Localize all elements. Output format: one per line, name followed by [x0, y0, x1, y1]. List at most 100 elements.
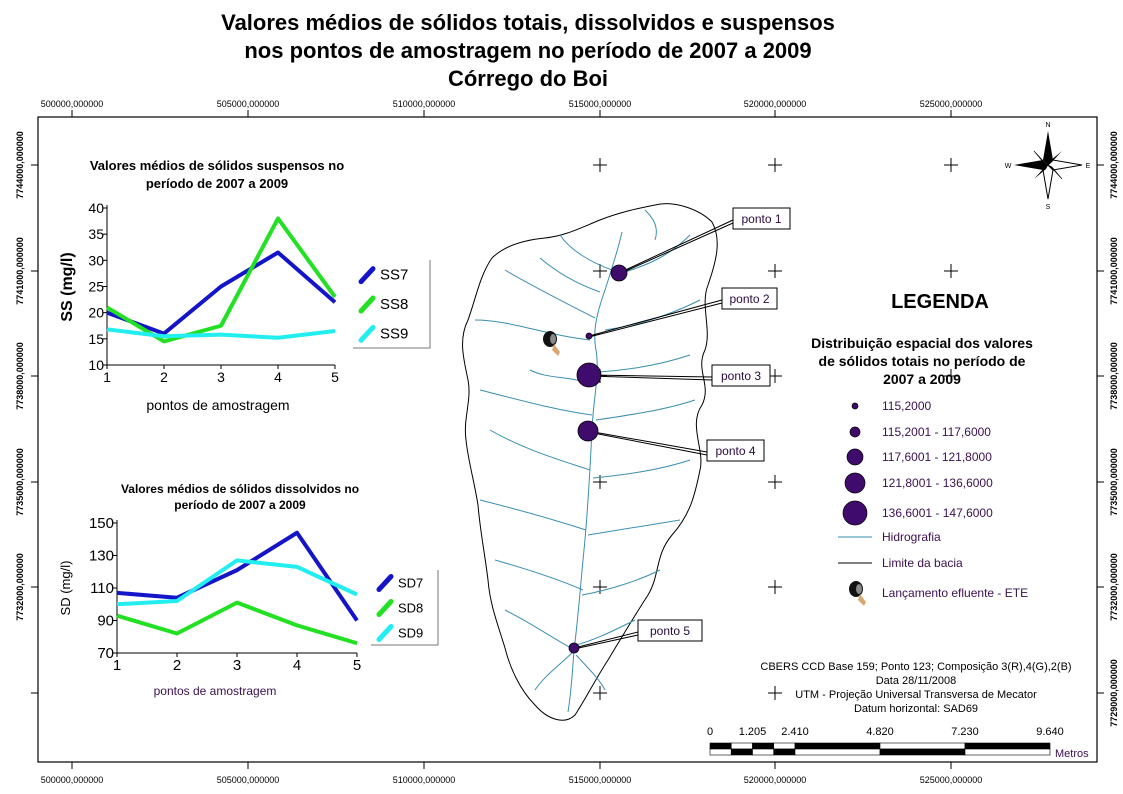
grid-cross: [944, 264, 958, 278]
legend-swatch: [358, 266, 376, 285]
x-coordinate-label-bottom: 500000,000000: [41, 775, 104, 785]
sampling-point-marker: [577, 420, 599, 442]
point-label-box: [711, 364, 771, 387]
legend-swatch: [376, 599, 394, 617]
point-label: ponto 4: [715, 444, 755, 458]
point-label: ponto 5: [650, 624, 690, 638]
x-coordinate-label-top: 510000,000000: [393, 99, 456, 109]
y-axis-label: SD (mg/l): [58, 561, 73, 616]
coordinate-grid: 500000,000000 500000,000000 505000,000000 5…: [15, 99, 1119, 785]
map-title-line1: Valores médios de sólidos totais, dissol…: [221, 10, 835, 35]
suspended-solids-chart: Valores médios de sólidos suspensos no pe…: [59, 158, 431, 413]
legend-class-symbol: [849, 426, 861, 438]
leader-line: [618, 219, 734, 275]
y-coordinate-label-right: 7732000,000000: [1109, 553, 1119, 621]
map-title-line2: nos pontos de amostragem no período de 2…: [244, 38, 811, 63]
dissolved-solids-chart: Valores médios de sólidos dissolvidos no…: [58, 482, 439, 698]
point-label-box: [637, 619, 703, 642]
credits-line1: CBERS CCD Base 159; Ponto 123; Composiçã…: [760, 661, 1071, 673]
series-line-sd8: [116, 600, 358, 646]
legend-swatch: [358, 295, 376, 314]
legend-class-label: 136,6001 - 147,6000: [882, 506, 993, 520]
x-coordinate-label-top: 520000,000000: [744, 99, 807, 109]
y-tick-label: 130: [89, 548, 114, 565]
scale-segment: [964, 742, 1051, 750]
scale-label: 1.205: [739, 726, 767, 738]
x-tick-label: 1: [113, 657, 121, 674]
legend-label: SS7: [380, 267, 408, 284]
x-coordinate-label-bottom: 510000,000000: [393, 775, 456, 785]
sampling-point-marker: [568, 642, 580, 654]
x-coordinate-label-bottom: 505000,000000: [217, 775, 280, 785]
x-tick-label: 3: [233, 657, 241, 674]
y-axis-label: SS (mg/l): [59, 252, 76, 321]
scale-label: 9.640: [1036, 726, 1064, 738]
leader-line: [573, 631, 639, 650]
effluent-discharge-icon: [543, 331, 560, 356]
y-coordinate-label-left: 7738000,000000: [15, 342, 25, 410]
legend-title: LEGENDA: [891, 291, 989, 313]
grid-cross: [593, 686, 607, 700]
grid-cross: [768, 264, 782, 278]
legend-subtitle-1: Distribuição espacial dos valores: [811, 335, 1033, 351]
y-coordinate-label-right: 7729000,000000: [1109, 659, 1119, 727]
sampling-point-marker: [576, 362, 602, 388]
legend-label: SS8: [380, 296, 408, 313]
x-axis-label: pontos de amostragem: [154, 684, 277, 698]
legend-class-label: 115,2000: [882, 399, 931, 413]
legend-class-label: 117,6001 - 121,8000: [882, 450, 992, 464]
north-label: N: [1045, 122, 1050, 129]
map-legend: LEGENDA Distribuição espacial dos valore…: [811, 291, 1033, 606]
legend-ete: Lançamento efluente - ETE: [882, 586, 1028, 600]
y-coordinate-label-right: 7741000,000000: [1109, 237, 1119, 305]
chart-title-line1: Valores médios de sólidos suspensos no: [90, 158, 344, 173]
chart-title-line2: período de 2007 a 2009: [146, 176, 288, 191]
x-axis-label: pontos de amostragem: [146, 397, 289, 413]
x-tick-label: 5: [331, 369, 339, 385]
grid-cross: [593, 158, 607, 172]
legend-label: SD8: [398, 601, 423, 616]
point-label: ponto 1: [741, 212, 781, 226]
legend-label: SS9: [380, 325, 408, 342]
scale-segment: [964, 748, 1051, 756]
map-frame: [37, 116, 1098, 763]
legend-label: SD7: [398, 576, 423, 591]
sampling-point-marker: [610, 264, 628, 282]
legend-class-symbol: [851, 402, 859, 410]
scale-segment: [709, 742, 732, 750]
y-coordinate-label-right: 7738000,000000: [1109, 342, 1119, 410]
grid-cross: [593, 264, 607, 278]
north-arrow-icon: N S E W: [1005, 122, 1091, 211]
legend-box: [353, 260, 431, 349]
credits-line2: Data 28/11/2008: [876, 675, 957, 687]
y-coordinate-label-right: 7744000,000000: [1109, 131, 1119, 199]
x-coordinate-label-bottom: 525000,000000: [920, 775, 983, 785]
legend-class-label: 121,8001 - 136,6000: [882, 476, 993, 490]
basin-boundary: [462, 203, 718, 721]
scale-segment: [879, 742, 966, 750]
leader-line: [588, 374, 713, 381]
y-tick-label: 15: [88, 331, 104, 347]
legend-class-symbol: [842, 500, 868, 526]
effluent-legend-icon: [849, 581, 866, 606]
scale-segment: [730, 742, 753, 750]
scale-segment: [794, 742, 881, 750]
x-coordinate-label-top: 525000,000000: [920, 99, 983, 109]
point-label: ponto 3: [721, 369, 761, 383]
sampling-points: ponto 1 ponto 2 ponto 3 ponto 4 ponto 5: [568, 207, 791, 654]
sampling-point-marker: [585, 332, 593, 340]
grid-cross: [768, 475, 782, 489]
legend-swatch: [376, 574, 394, 592]
y-coordinate-label-left: 7744000,000000: [15, 131, 25, 199]
legend-label: SD9: [398, 626, 423, 641]
credits-line4: Datum horizontal: SAD69: [854, 703, 978, 715]
scale-label: 0: [707, 726, 713, 738]
y-tick-label: 20: [88, 305, 104, 321]
legend-limite: Limite da bacia: [882, 556, 963, 570]
y-tick-label: 35: [88, 226, 104, 242]
x-coordinate-label-top: 515000,000000: [569, 99, 632, 109]
y-coordinate-label-right: 7735000,000000: [1109, 448, 1119, 516]
point-label-box: [732, 207, 791, 230]
series-line-ss7: [106, 250, 337, 336]
